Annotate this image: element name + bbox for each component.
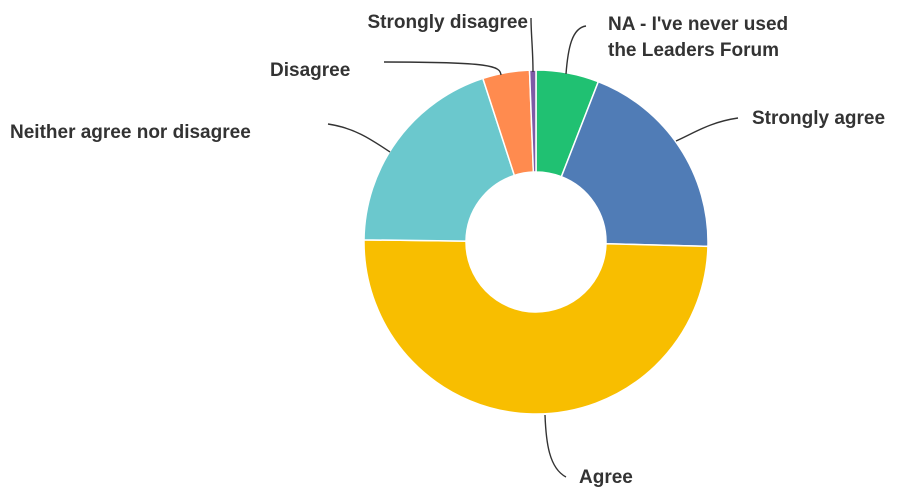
slice-strongly-disagree [528, 69, 537, 173]
label-strongly-disagree: Strongly disagree [368, 12, 529, 33]
leader-line-agree [544, 414, 567, 478]
label-strongly-agree: Strongly agree [752, 108, 885, 129]
slice-agree [363, 239, 709, 415]
leader-line-na-i-ve-never-used-the-leaders-forum [565, 25, 587, 75]
leader-line-strongly-disagree [530, 17, 534, 73]
leader-line-strongly-agree [675, 117, 739, 142]
chart-slices [363, 69, 709, 415]
label-na-i-ve-never-used-the-leaders-forum: NA - I've never used the Leaders Forum [608, 14, 788, 61]
slice-neither-agree-nor-disagree [363, 77, 516, 242]
label-agree: Agree [579, 467, 633, 488]
label-disagree: Disagree [270, 60, 350, 81]
chart-leader-lines [327, 17, 739, 478]
label-neither-agree-nor-disagree: Neither agree nor disagree [10, 122, 251, 143]
chart-labels: NA - I've never used the Leaders Forum Str… [10, 12, 885, 488]
leader-line-disagree [383, 61, 502, 76]
leader-line-neither-agree-nor-disagree [327, 123, 391, 153]
slice-strongly-agree [560, 80, 709, 248]
